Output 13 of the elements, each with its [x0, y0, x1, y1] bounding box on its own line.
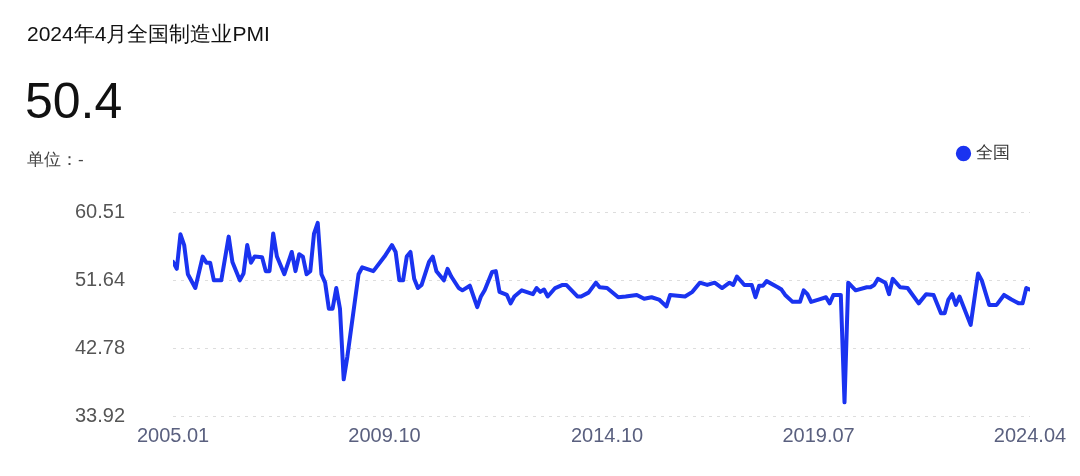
legend-label: 全国: [976, 143, 1010, 163]
x-tick-label: 2005.01: [136, 423, 210, 446]
y-tick-label: 33.92: [74, 403, 126, 426]
x-tick-label: 2014.10: [570, 423, 644, 446]
x-tick-label: 2019.07: [782, 423, 855, 446]
y-tick-label: 51.64: [74, 267, 126, 290]
chart-subtitle: 50.4: [25, 72, 123, 130]
text: 单位：-: [27, 149, 84, 171]
y-tick-label: 42.78: [74, 335, 126, 358]
y-tick-label: 60.51: [74, 199, 126, 222]
x-tick-label: 2024.04: [993, 423, 1067, 446]
x-tick-label: 2009.10: [348, 423, 421, 446]
chart-title: 2024年4月全国制造业PMI: [27, 21, 270, 47]
